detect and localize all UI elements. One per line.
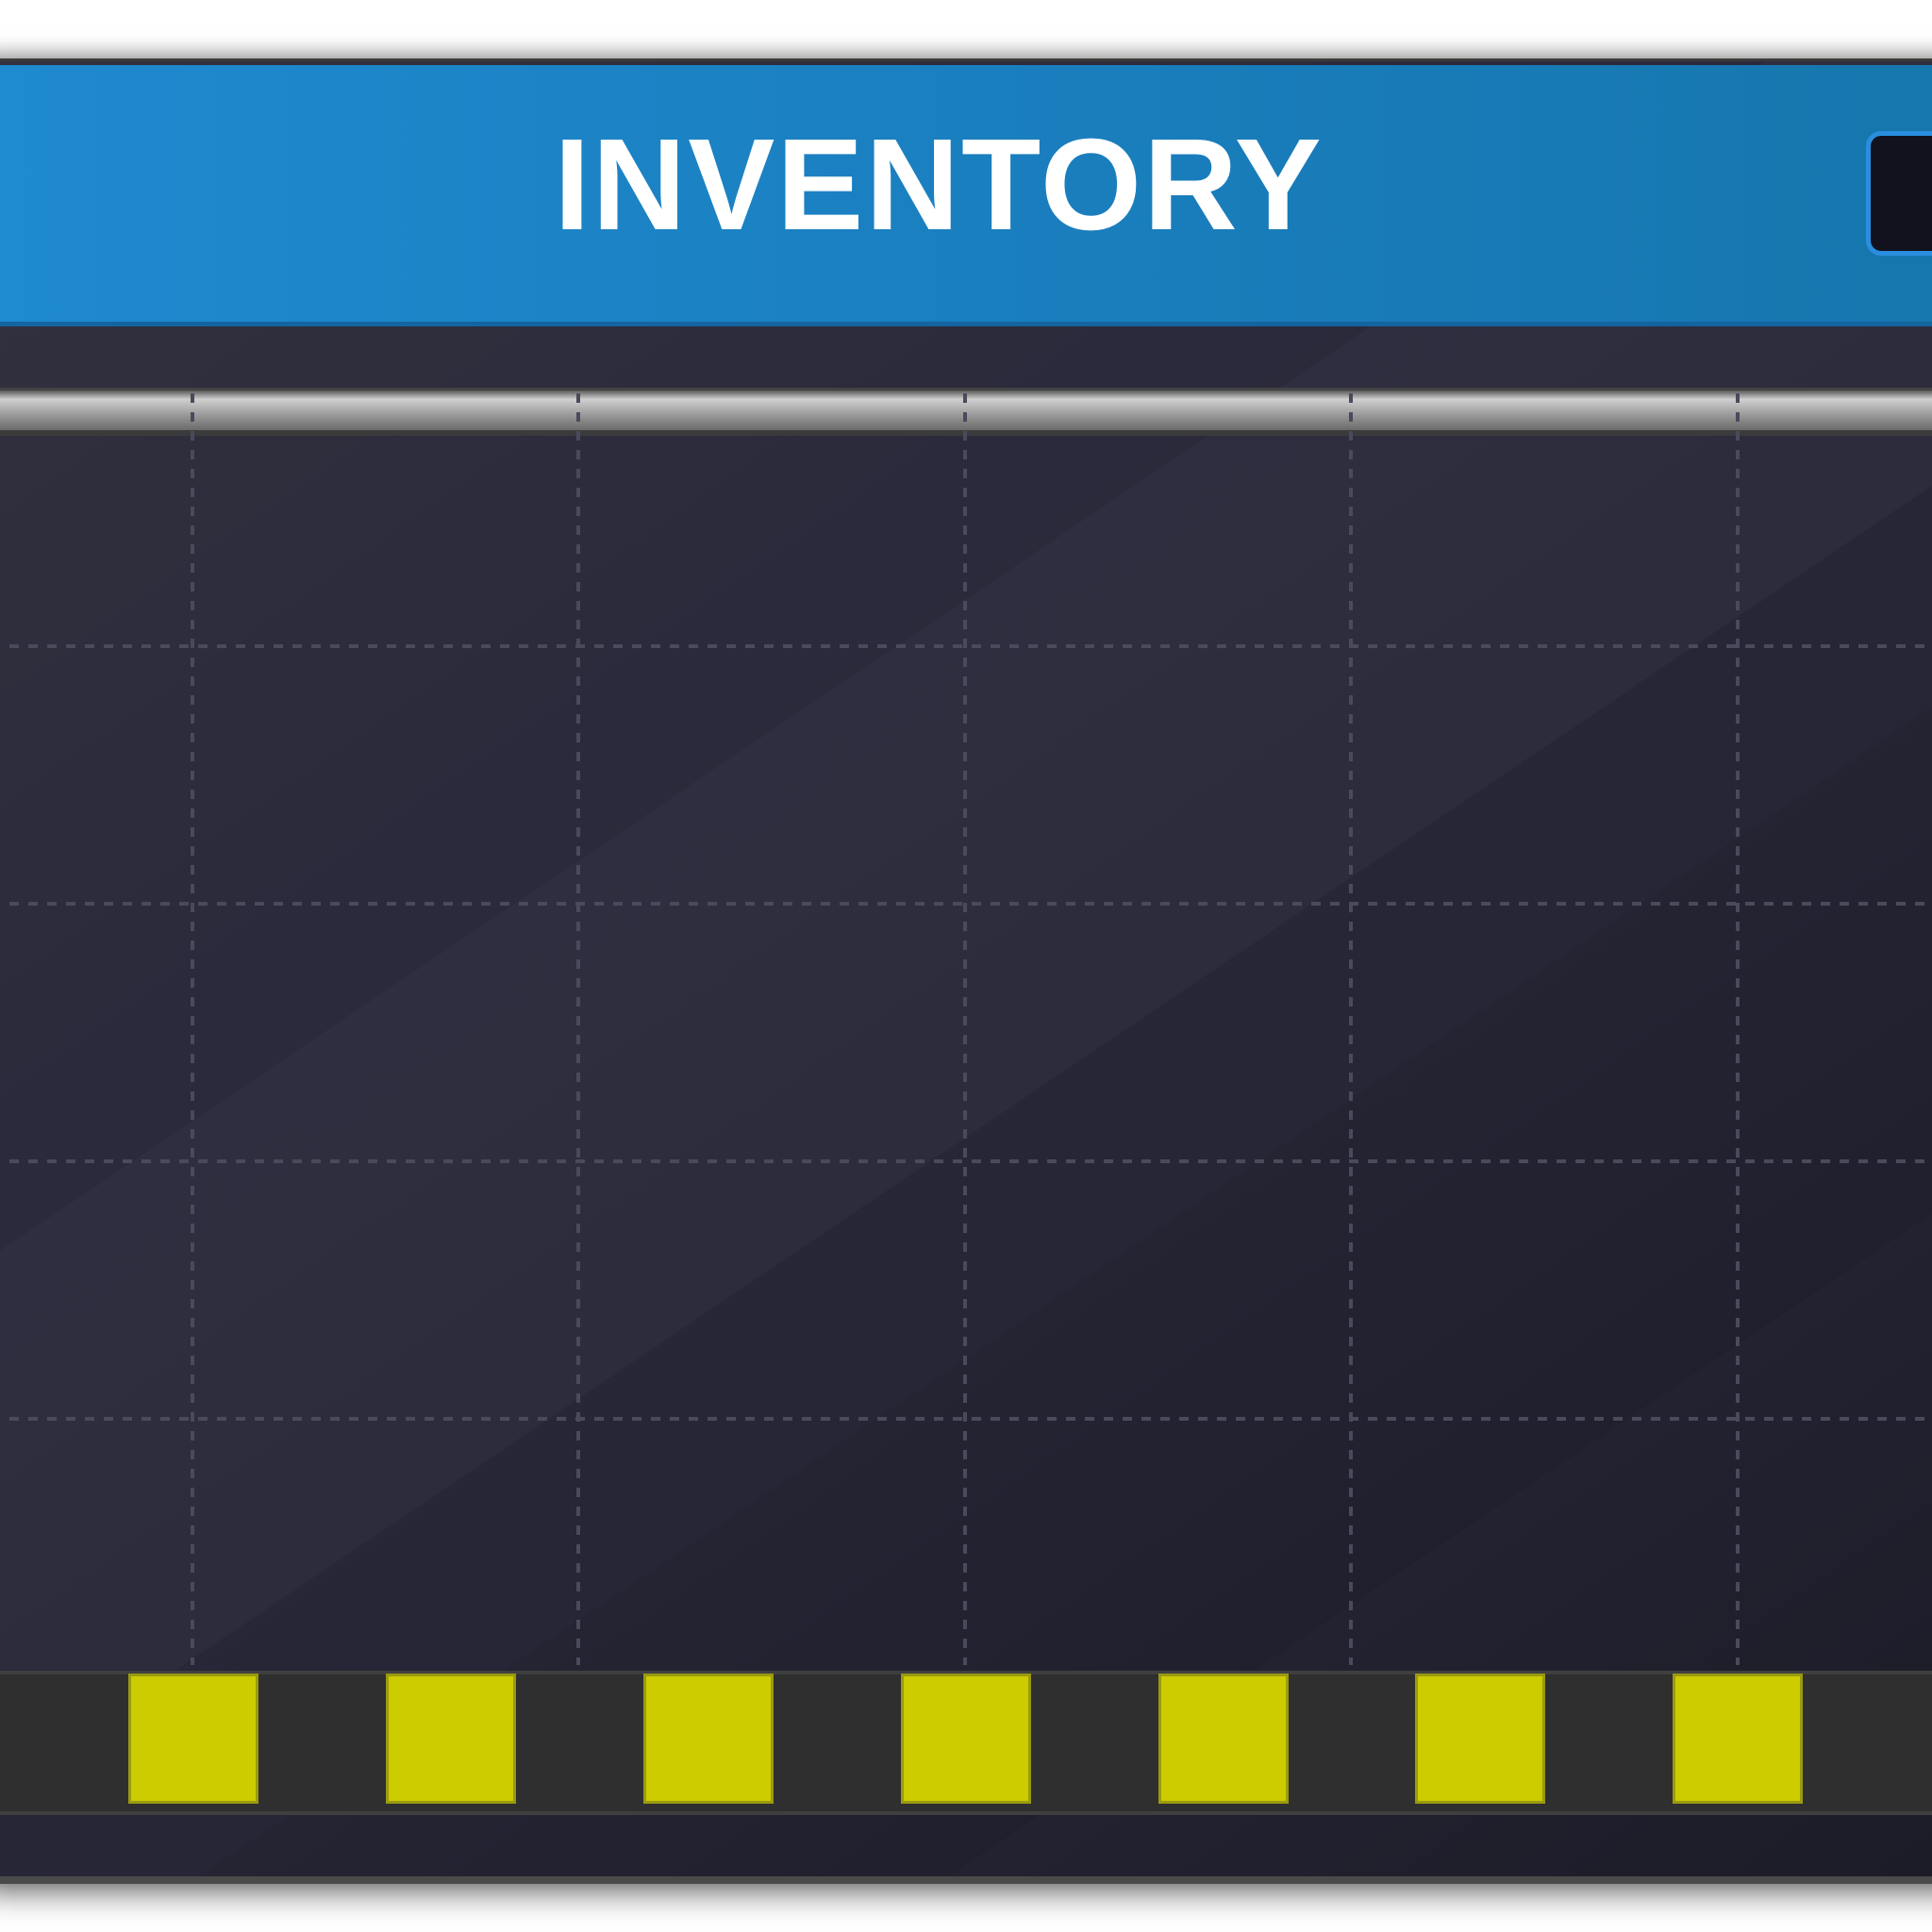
inventory-header: INVENTORY	[0, 65, 1932, 326]
inventory-title: INVENTORY	[554, 112, 1324, 258]
hotbar-slot[interactable]	[386, 1674, 516, 1804]
close-button[interactable]	[1866, 131, 1932, 256]
hotbar-slot[interactable]	[643, 1674, 774, 1804]
inventory-window: INVENTORY	[0, 58, 1932, 1884]
inventory-grid	[9, 393, 1932, 1665]
hotbar-slot[interactable]	[1158, 1674, 1289, 1804]
hotbar-slot[interactable]	[1673, 1674, 1803, 1804]
hotbar-slot[interactable]	[901, 1674, 1031, 1804]
hotbar-slot[interactable]	[128, 1674, 258, 1804]
hotbar-slot[interactable]	[1415, 1674, 1545, 1804]
